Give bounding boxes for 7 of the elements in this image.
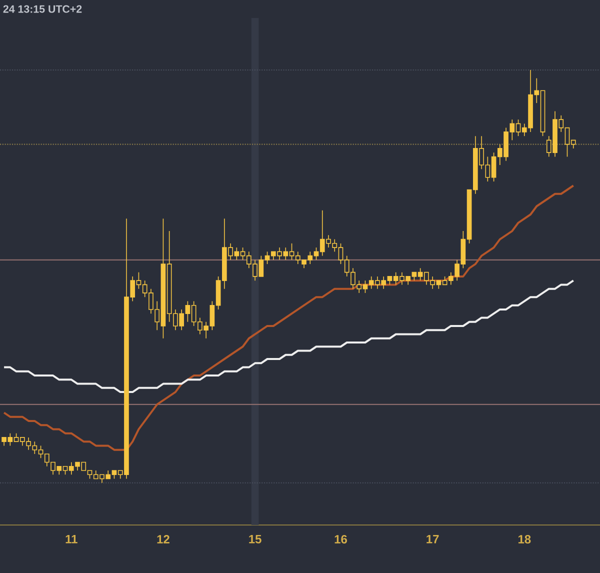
x-tick-label: 17 [426, 535, 439, 544]
x-tick-label: 12 [157, 535, 170, 544]
text: 24 13:15 UTC+2 [3, 5, 82, 13]
x-tick-label: 15 [249, 535, 262, 544]
x-tick-label: 18 [518, 535, 531, 544]
x-tick-label: 16 [334, 535, 347, 544]
x-tick-label: 11 [66, 535, 78, 544]
